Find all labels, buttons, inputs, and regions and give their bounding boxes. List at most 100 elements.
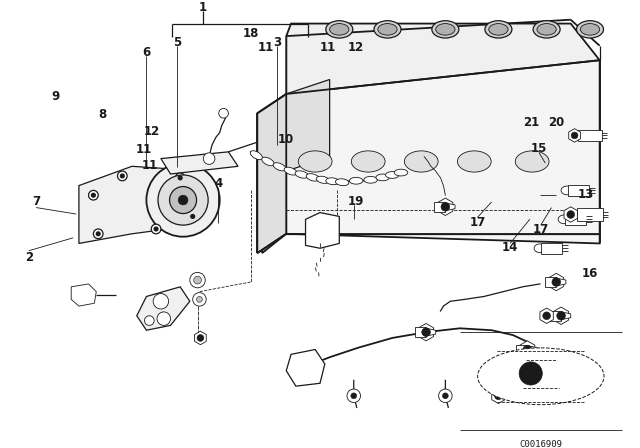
Polygon shape: [286, 24, 600, 118]
Circle shape: [175, 173, 185, 183]
Ellipse shape: [250, 151, 262, 159]
Polygon shape: [305, 213, 339, 248]
Polygon shape: [577, 208, 602, 221]
Text: 16: 16: [582, 267, 598, 280]
Text: 11: 11: [257, 41, 274, 54]
Polygon shape: [556, 278, 566, 286]
Ellipse shape: [477, 348, 604, 405]
Polygon shape: [569, 129, 580, 142]
Text: 4: 4: [214, 177, 222, 190]
Circle shape: [552, 278, 561, 286]
Ellipse shape: [515, 151, 549, 172]
Text: 2: 2: [24, 251, 33, 264]
Polygon shape: [419, 323, 433, 341]
Ellipse shape: [394, 169, 408, 176]
Polygon shape: [545, 277, 556, 287]
Ellipse shape: [262, 157, 274, 166]
Circle shape: [88, 190, 98, 200]
Circle shape: [219, 108, 228, 118]
Text: 20: 20: [548, 116, 564, 129]
Ellipse shape: [561, 186, 573, 195]
Text: 11: 11: [319, 41, 335, 54]
Circle shape: [567, 211, 575, 218]
Text: 9: 9: [52, 90, 60, 103]
Circle shape: [93, 229, 103, 239]
Text: 12: 12: [144, 125, 160, 138]
Ellipse shape: [577, 21, 604, 38]
Ellipse shape: [458, 151, 491, 172]
Circle shape: [157, 312, 170, 325]
Polygon shape: [137, 287, 190, 330]
Text: 17: 17: [469, 216, 486, 229]
Ellipse shape: [537, 24, 556, 35]
Polygon shape: [161, 152, 238, 174]
Circle shape: [191, 215, 195, 218]
Circle shape: [92, 193, 95, 197]
Circle shape: [154, 227, 158, 231]
Circle shape: [557, 311, 565, 320]
Text: 5: 5: [173, 35, 181, 48]
Text: 3: 3: [273, 35, 281, 48]
Ellipse shape: [385, 172, 399, 178]
Ellipse shape: [273, 163, 286, 171]
Circle shape: [196, 297, 202, 302]
Text: 10: 10: [278, 133, 294, 146]
Polygon shape: [579, 129, 602, 141]
Text: 14: 14: [502, 241, 518, 254]
Circle shape: [519, 362, 542, 385]
Polygon shape: [541, 243, 562, 254]
Polygon shape: [527, 346, 537, 353]
Ellipse shape: [485, 21, 512, 38]
Circle shape: [347, 389, 360, 403]
Polygon shape: [564, 207, 577, 222]
Ellipse shape: [364, 177, 378, 183]
Polygon shape: [548, 273, 564, 291]
Ellipse shape: [489, 24, 508, 35]
Text: 19: 19: [348, 194, 364, 207]
Circle shape: [495, 392, 502, 400]
Circle shape: [188, 211, 198, 221]
Text: 6: 6: [142, 46, 150, 59]
Ellipse shape: [349, 177, 363, 184]
Polygon shape: [286, 60, 600, 243]
Circle shape: [158, 175, 208, 225]
Polygon shape: [568, 185, 589, 196]
Ellipse shape: [580, 24, 600, 35]
Polygon shape: [434, 202, 445, 211]
Ellipse shape: [326, 21, 353, 38]
Text: 12: 12: [348, 41, 364, 54]
Polygon shape: [445, 203, 455, 211]
Polygon shape: [286, 79, 330, 171]
Circle shape: [151, 224, 161, 234]
Polygon shape: [565, 214, 586, 224]
Ellipse shape: [558, 215, 570, 224]
Circle shape: [153, 293, 168, 309]
Text: 11: 11: [142, 159, 159, 172]
Ellipse shape: [284, 167, 297, 175]
Polygon shape: [262, 94, 286, 253]
Ellipse shape: [376, 174, 389, 181]
Ellipse shape: [374, 21, 401, 38]
Ellipse shape: [335, 179, 349, 185]
Circle shape: [145, 316, 154, 325]
Circle shape: [190, 272, 205, 288]
Ellipse shape: [432, 21, 459, 38]
Circle shape: [118, 171, 127, 181]
Polygon shape: [415, 327, 426, 337]
Ellipse shape: [436, 24, 455, 35]
Text: 18: 18: [243, 27, 259, 40]
Ellipse shape: [295, 171, 308, 178]
Circle shape: [194, 276, 202, 284]
Ellipse shape: [306, 174, 319, 181]
Text: 17: 17: [533, 223, 549, 236]
Text: 8: 8: [99, 108, 107, 121]
Circle shape: [193, 293, 206, 306]
Ellipse shape: [378, 24, 397, 35]
Text: 1: 1: [198, 1, 207, 14]
Ellipse shape: [533, 21, 560, 38]
Circle shape: [197, 335, 204, 341]
Circle shape: [441, 202, 450, 211]
Text: 7: 7: [32, 195, 40, 208]
Polygon shape: [540, 308, 554, 323]
Polygon shape: [79, 166, 204, 243]
